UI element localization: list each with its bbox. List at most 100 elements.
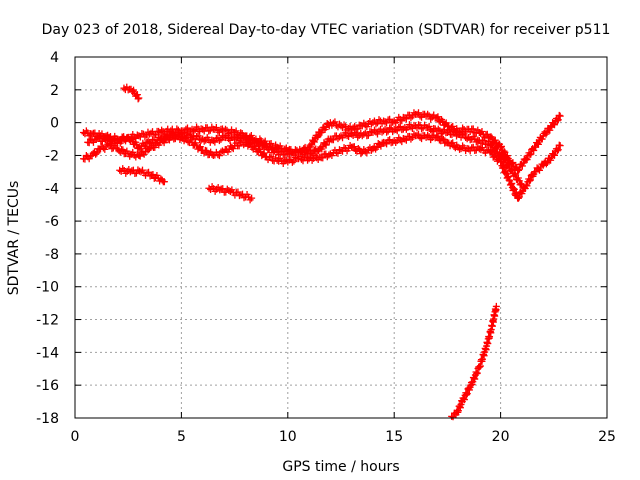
interpolated-point [119,146,127,154]
interpolated-point [288,158,296,166]
interpolated-point [354,145,362,153]
interpolated-point [459,124,467,132]
interpolated-point [200,137,208,145]
interpolated-point [372,145,380,153]
interpolated-point [415,109,423,117]
interpolated-point [491,136,499,144]
interpolated-point [360,130,368,138]
interpolated-point [240,194,248,202]
interpolated-point [427,126,435,134]
interpolated-point [331,118,339,126]
seg-b-point [160,178,168,186]
interpolated-point [143,169,151,177]
interpolated-point [505,160,513,168]
interpolated-point [442,119,450,127]
y-tick-label: -4 [45,181,59,197]
interpolated-point [377,142,385,150]
interpolated-point [487,147,495,155]
interpolated-point [451,129,459,137]
x-tick-label: 10 [279,429,297,445]
interpolated-point [509,159,517,167]
interpolated-point [547,156,555,164]
interpolated-point [508,179,516,187]
interpolated-point [434,113,442,121]
y-tick-label: 0 [50,116,59,132]
interpolated-point [136,152,144,160]
interpolated-point [133,91,141,99]
interpolated-point [354,125,362,133]
interpolated-point [551,121,559,129]
mid-band-point [294,148,302,156]
interpolated-point [425,122,433,130]
y-tick-label: -14 [36,345,59,361]
interpolated-point [322,141,330,149]
interpolated-point [135,167,143,175]
interpolated-point [402,115,410,123]
interpolated-point [147,139,155,147]
interpolated-point [285,150,293,158]
interpolated-point [203,147,211,155]
interpolated-point [225,187,233,195]
x-axis-label: GPS time / hours [282,459,399,475]
interpolated-point [492,145,500,153]
interpolated-point [314,133,322,141]
interpolated-point [205,127,213,135]
interpolated-point [134,95,142,103]
interpolated-point [357,150,365,158]
interpolated-point [367,146,375,154]
interpolated-point [425,112,433,120]
interpolated-point [185,131,193,139]
interpolated-point [383,140,391,148]
y-axis-label: SDTVAR / TECUs [6,181,22,296]
interpolated-point [460,130,468,138]
interpolated-point [351,129,359,137]
interpolated-point [471,375,479,383]
interpolated-point [526,177,534,185]
interpolated-point [93,149,101,157]
mid-band-point [92,135,100,143]
interpolated-point [487,133,495,141]
interpolated-point [383,128,391,136]
interpolated-point [340,144,348,152]
interpolated-point [546,126,554,134]
interpolated-point [393,127,401,135]
interpolated-point [542,160,550,168]
interpolated-point [363,123,371,131]
interpolated-point [335,133,343,141]
interpolated-point [538,135,546,143]
upper-band-point [556,112,564,120]
interpolated-point [413,132,421,140]
interpolated-point [551,151,559,159]
y-tick-label: -18 [36,411,59,427]
seg-a-point [135,94,143,102]
interpolated-point [463,391,471,399]
interpolated-point [449,139,457,147]
upper-band-point [497,143,505,151]
interpolated-point [402,136,410,144]
interpolated-point [267,153,275,161]
interpolated-point [247,134,255,142]
interpolated-point [335,146,343,154]
y-tick-label: -12 [36,313,59,329]
chart-title: Day 023 of 2018, Sidereal Day-to-day VTE… [42,22,611,38]
interpolated-point [329,136,337,144]
lower-band-point [145,145,153,153]
interpolated-point [497,142,505,150]
interpolated-point [480,136,488,144]
interpolated-point [194,132,202,140]
seg-c-point [248,194,256,202]
interpolated-point [147,129,155,137]
interpolated-point [349,124,357,132]
interpolated-point [478,128,486,136]
x-tick-label: 25 [598,429,616,445]
interpolated-point [408,133,416,141]
interpolated-point [463,390,471,398]
interpolated-point [517,180,525,188]
mid-band-point [326,135,334,143]
lower-band-point [475,145,483,153]
interpolated-point [449,128,457,136]
upper-band-point [337,122,345,130]
interpolated-point [232,189,240,197]
